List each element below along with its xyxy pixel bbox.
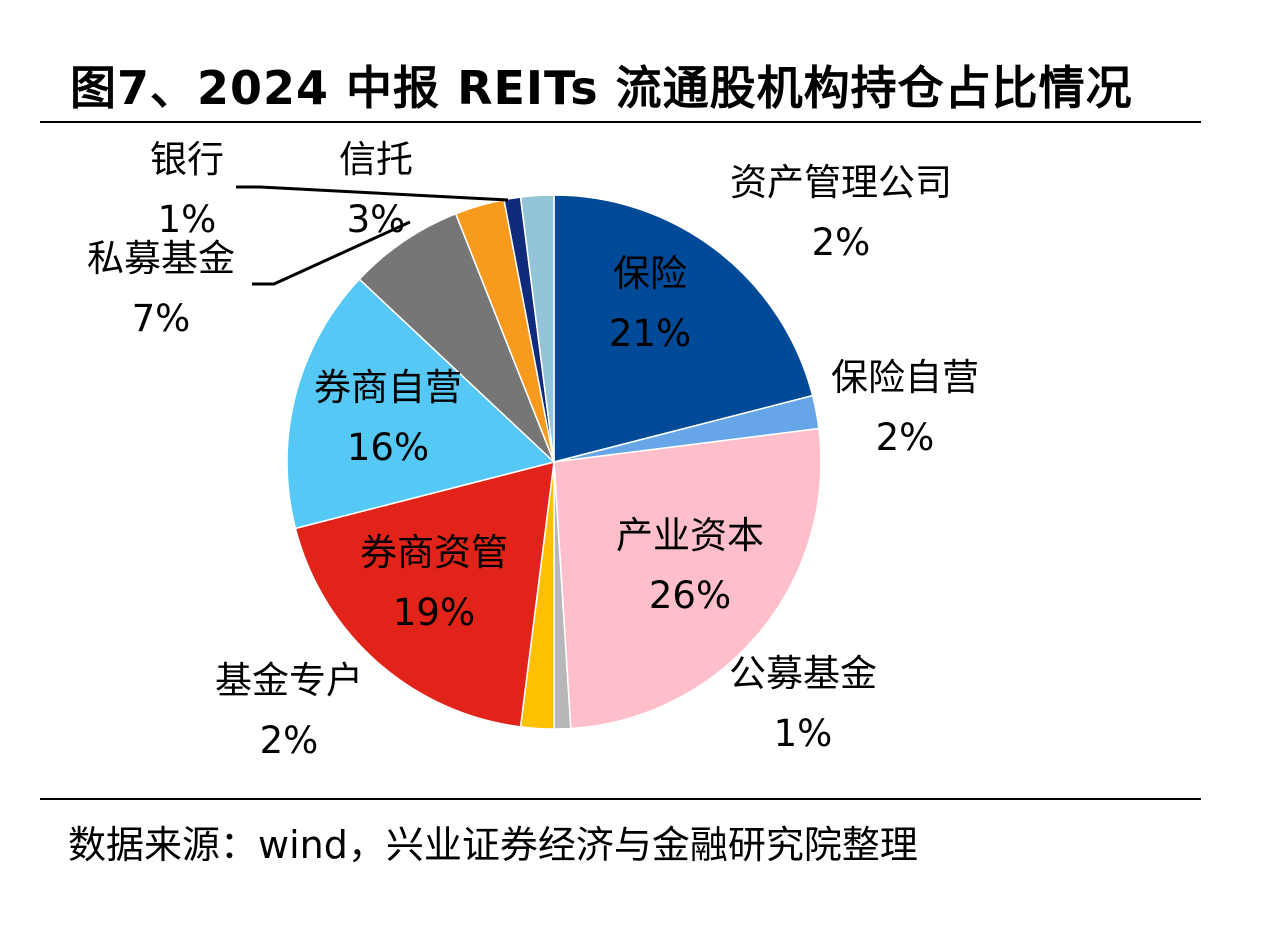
pie-slice-5 — [294, 460, 555, 728]
slice-percent-4: 2% — [260, 719, 319, 762]
slice-percent-8: 3% — [347, 198, 406, 241]
slice-label-3: 公募基金 — [729, 652, 877, 695]
slice-label-4: 基金专户 — [215, 659, 363, 702]
leader-line-7 — [252, 220, 411, 286]
slice-label-8: 信托 — [339, 138, 413, 181]
pie-slice-6 — [286, 278, 556, 530]
pie-slice-10 — [519, 194, 555, 463]
slice-percent-3: 1% — [774, 712, 833, 755]
slice-label-7: 私募基金 — [87, 237, 235, 280]
leader-line-9 — [236, 185, 509, 202]
pie-slice-2 — [553, 427, 822, 730]
slice-percent-1: 2% — [876, 416, 935, 459]
slice-percent-5: 19% — [393, 591, 475, 634]
slice-percent-2: 26% — [649, 574, 731, 617]
slice-percent-0: 21% — [609, 312, 691, 355]
slice-label-10: 资产管理公司 — [730, 161, 952, 204]
slice-label-2: 产业资本 — [616, 514, 764, 557]
slice-percent-6: 16% — [347, 426, 429, 469]
chart-title: 图7、2024 中报 REITs 流通股机构持仓占比情况 — [70, 61, 1133, 115]
slice-labels: 保险 21% 保险自营 2% 产业资本 26% 公募基金 1% 基金专户 2% 券商资管 19% 券商自… — [87, 138, 979, 762]
pie-slices — [286, 194, 822, 730]
slice-label-9: 银行 — [150, 138, 224, 181]
pie-slice-7 — [358, 212, 555, 463]
source-divider — [40, 798, 1201, 800]
pie-slice-0 — [553, 194, 814, 463]
leader-lines — [236, 185, 509, 286]
slice-label-6: 券商自营 — [314, 366, 462, 409]
slice-percent-7: 7% — [132, 297, 191, 340]
slice-percent-10: 2% — [812, 221, 871, 264]
slice-label-5: 券商资管 — [360, 531, 508, 574]
slice-label-0: 保险 — [613, 252, 687, 295]
slice-percent-9: 1% — [158, 198, 217, 241]
title-divider — [40, 121, 1201, 123]
slice-label-1: 保险自营 — [831, 356, 979, 399]
source-note: 数据来源：wind，兴业证券经济与金融研究院整理 — [68, 823, 918, 867]
